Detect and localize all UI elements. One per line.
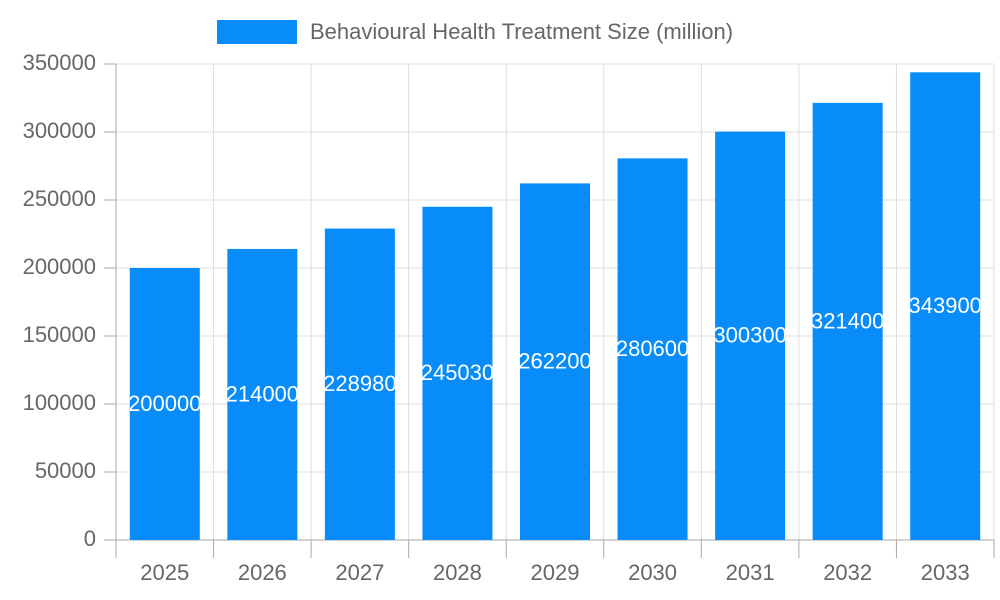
value-label: 200000	[128, 391, 201, 416]
legend: Behavioural Health Treatment Size (milli…	[217, 19, 733, 44]
x-tick-label: 2031	[726, 560, 775, 585]
y-tick-label: 200000	[23, 254, 96, 279]
y-tick-label: 350000	[23, 50, 96, 75]
bar	[520, 183, 590, 540]
value-label: 214000	[226, 381, 299, 406]
x-tick-label: 2032	[823, 560, 872, 585]
legend-swatch	[217, 20, 297, 44]
bar	[910, 72, 981, 541]
y-tick-label: 150000	[23, 322, 96, 347]
x-tick-label: 2025	[140, 560, 189, 585]
bar	[715, 131, 786, 541]
value-label: 245030	[421, 360, 494, 385]
x-tick-label: 2027	[335, 560, 384, 585]
x-tick-label: 2029	[531, 560, 580, 585]
bar	[129, 268, 200, 540]
y-tick-label: 0	[84, 526, 96, 551]
y-tick-label: 50000	[35, 458, 96, 483]
value-label: 228980	[323, 371, 396, 396]
y-tick-label: 250000	[23, 186, 96, 211]
y-tick-label: 300000	[23, 118, 96, 143]
value-label: 262200	[518, 349, 591, 374]
y-tick-label: 100000	[23, 390, 96, 415]
value-label: 321400	[811, 308, 884, 333]
bar	[227, 248, 298, 540]
x-tick-label: 2033	[921, 560, 970, 585]
x-tick-label: 2028	[433, 560, 482, 585]
bar	[422, 206, 493, 540]
bar	[812, 102, 883, 541]
x-tick-label: 2026	[238, 560, 287, 585]
value-label: 280600	[616, 336, 689, 361]
x-tick-label: 2030	[628, 560, 677, 585]
bar	[617, 158, 688, 540]
bar	[324, 228, 395, 540]
legend-label: Behavioural Health Treatment Size (milli…	[310, 19, 733, 44]
value-label: 343900	[909, 293, 982, 318]
value-label: 300300	[713, 323, 786, 348]
